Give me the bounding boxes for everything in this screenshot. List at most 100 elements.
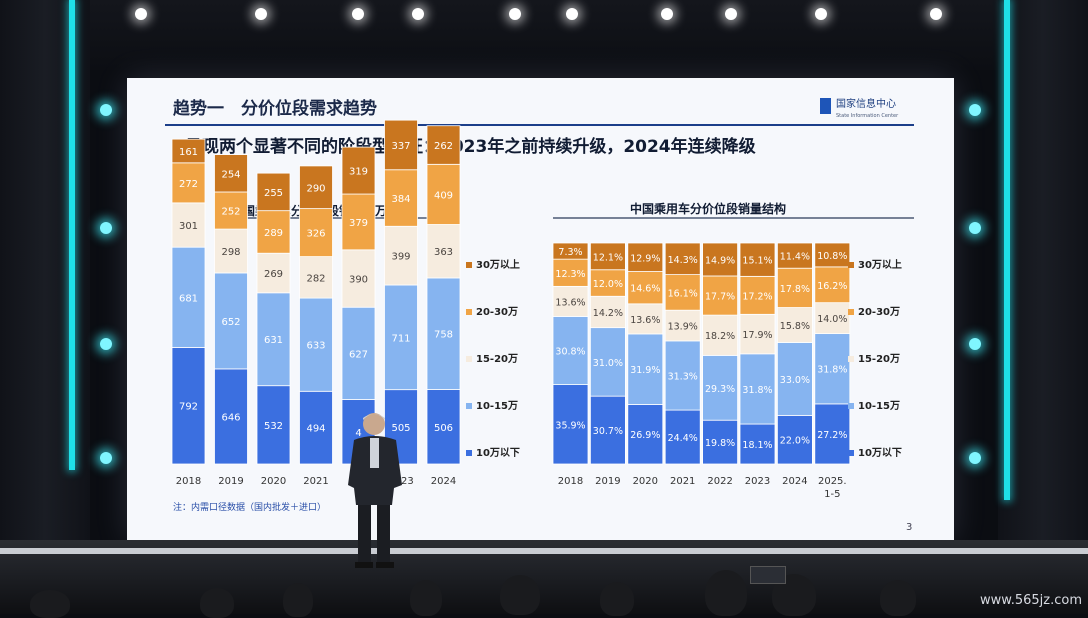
right-cyan-light [969, 104, 981, 116]
x-tick-label: 2022 [707, 476, 732, 487]
data-label: 390 [349, 275, 368, 286]
data-label: 17.2% [742, 291, 772, 302]
data-label: 14.9% [705, 255, 735, 266]
data-label: 30.8% [555, 347, 585, 358]
data-label: 24.4% [668, 433, 698, 444]
data-label: 29.3% [705, 384, 735, 395]
stage-spotlight [135, 8, 147, 20]
data-label: 301 [179, 221, 198, 232]
bar-segment [256, 172, 291, 212]
bar-segment [627, 242, 664, 272]
data-label: 11.4% [780, 252, 810, 263]
data-label: 22.0% [780, 436, 810, 447]
data-label: 31.3% [668, 371, 698, 382]
right-percent-stacked-bar-chart: 35.9% 30.8% 13.6% 12.3% 7.3% 30.7% 31.0% 14.2% 1… [552, 242, 902, 500]
x-tick-label: 2024 [782, 476, 807, 487]
x-tick-label: 2024 [431, 476, 456, 487]
data-label: 31.8% [817, 365, 847, 376]
stage-spotlight [255, 8, 267, 20]
stage-spotlight [352, 8, 364, 20]
legend-label: 10-15万 [476, 400, 518, 412]
logo-icon [820, 98, 831, 114]
legend-label: 15-20万 [858, 353, 900, 365]
legend-swatch [466, 450, 472, 456]
bar-segment [384, 169, 418, 227]
bar-segment [702, 419, 738, 465]
data-label: 16.2% [817, 281, 847, 292]
data-label: 399 [391, 252, 410, 263]
audience-head [410, 580, 442, 616]
data-label: 298 [221, 247, 240, 258]
data-label: 627 [349, 349, 368, 360]
data-label: 290 [306, 183, 325, 194]
data-label: 16.1% [668, 288, 698, 299]
data-label: 652 [221, 317, 240, 328]
legend-swatch [848, 309, 854, 315]
data-label: 13.9% [668, 322, 698, 333]
audience-head [500, 575, 540, 615]
x-tick-label: 1-5 [824, 489, 840, 500]
data-label: 646 [221, 412, 240, 423]
data-label: 12.3% [555, 269, 585, 280]
bar-segment [256, 292, 291, 387]
left-cyan-light [100, 104, 112, 116]
logo-text: 国家信息中心 [836, 97, 896, 110]
bar-segment [426, 125, 461, 165]
x-tick-label: 2019 [595, 476, 620, 487]
data-label: 13.6% [630, 315, 660, 326]
x-tick-label: 2021 [303, 476, 328, 487]
data-label: 506 [434, 423, 453, 434]
left-cyan-light [100, 222, 112, 234]
right-stage-panel [998, 0, 1088, 560]
bar-segment [171, 138, 206, 164]
data-label: 758 [434, 330, 453, 341]
data-label: 35.9% [555, 420, 585, 431]
data-label: 631 [264, 335, 283, 346]
legend-label: 10万以下 [858, 447, 902, 459]
x-tick-label: 2018 [176, 476, 201, 487]
data-label: 26.9% [630, 430, 660, 441]
x-tick-label: 2023 [745, 476, 770, 487]
data-label: 254 [221, 169, 240, 180]
legend-label: 10万以下 [476, 447, 520, 459]
audience-head [705, 570, 747, 616]
bar-segment [777, 414, 813, 465]
data-label: 384 [391, 194, 410, 205]
data-label: 14.3% [668, 255, 698, 266]
bar-segment [341, 306, 376, 400]
bar-segment [814, 242, 851, 268]
bar-segment [256, 252, 291, 294]
data-label: 12.0% [593, 279, 623, 290]
bar-segment [426, 389, 461, 465]
bar-segment [702, 314, 738, 356]
legend-label: 15-20万 [476, 353, 518, 365]
bar-segment [171, 347, 206, 465]
data-label: 337 [391, 141, 410, 152]
bar-segment [739, 242, 776, 277]
bar-segment [664, 242, 701, 276]
stage-spotlight [509, 8, 521, 20]
bar-segment [552, 258, 589, 287]
legend-swatch [466, 356, 472, 362]
bar-segment [552, 285, 589, 317]
bar-segment [777, 267, 813, 308]
audience-head [880, 580, 916, 616]
audience-head [600, 582, 634, 616]
data-label: 17.8% [780, 284, 810, 295]
data-label: 289 [264, 228, 283, 239]
data-label: 252 [221, 207, 240, 218]
stage-spotlight [566, 8, 578, 20]
data-label: 532 [264, 421, 283, 432]
stage-spotlight [930, 8, 942, 20]
data-label: 272 [179, 179, 198, 190]
data-label: 269 [264, 269, 283, 280]
audience-head [200, 588, 234, 618]
bar-segment [777, 342, 813, 416]
bar-segment [426, 224, 461, 279]
bar-segment [299, 390, 333, 465]
legend-label: 30万以上 [858, 258, 902, 271]
left-stacked-bar-chart: 792 681 301 272 161 646 652 298 252 254 532 631 269 2… [171, 119, 520, 487]
bar-segment [702, 275, 738, 316]
bar-segment [664, 309, 701, 342]
bar-segment [777, 307, 813, 343]
